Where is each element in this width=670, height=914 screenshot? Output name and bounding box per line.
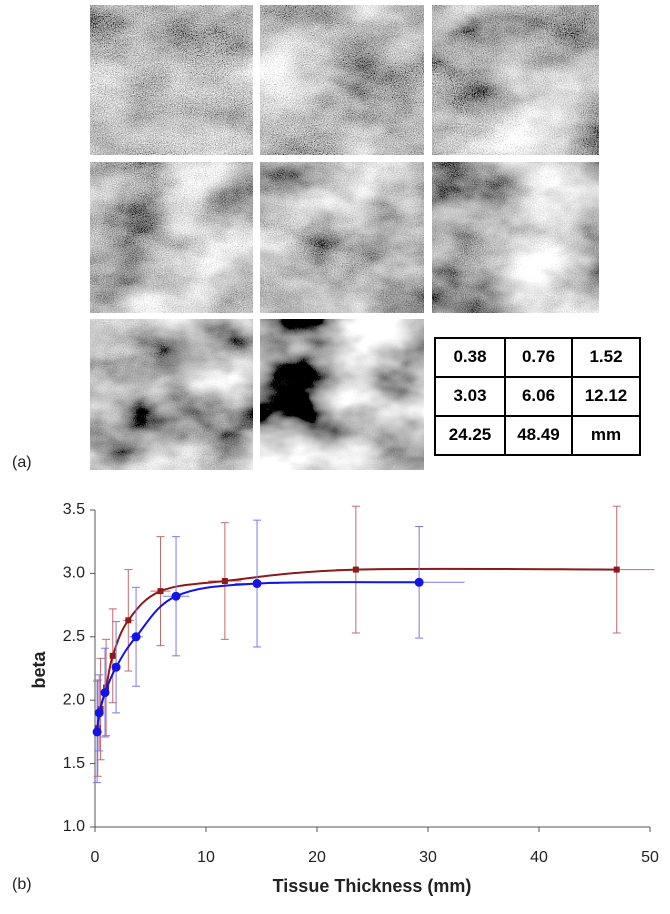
image-tile (90, 5, 253, 155)
image-tile (260, 5, 424, 155)
image-tile (90, 319, 253, 470)
table-cell: 6.06 (522, 386, 555, 405)
data-point (131, 632, 141, 642)
x-tick-label: 30 (419, 849, 437, 866)
data-point (352, 566, 359, 573)
table-cell: 48.49 (517, 425, 560, 444)
image-tile (90, 162, 253, 313)
table-cell: 12.12 (585, 386, 628, 405)
y-tick-label: 3.5 (63, 501, 85, 518)
x-tick-label: 40 (530, 849, 548, 866)
table-cell: 1.52 (589, 347, 622, 366)
series-line (96, 581, 420, 733)
data-point (94, 708, 104, 718)
data-point (100, 688, 110, 698)
data-point (252, 579, 262, 589)
thickness-table: 0.38 0.76 1.52 3.03 6.06 12.12 24.25 48.49 mm (434, 337, 641, 456)
y-tick-label: 2.5 (63, 628, 85, 645)
data-point (111, 662, 121, 672)
table-cell: 0.76 (522, 347, 555, 366)
table-cell: 24.25 (449, 425, 492, 444)
data-point (414, 577, 424, 587)
y-tick-label: 2.0 (63, 691, 85, 708)
y-tick-label: 1.5 (63, 755, 85, 772)
table-border (434, 337, 641, 456)
data-point (125, 617, 132, 624)
image-tile (432, 5, 599, 155)
table-cell: mm (591, 425, 621, 444)
x-tick-label: 20 (308, 849, 326, 866)
image-tile (260, 319, 424, 470)
y-tick-label: 1.0 (63, 818, 85, 835)
data-point (613, 566, 620, 573)
table-cell: 3.03 (453, 386, 486, 405)
data-point (171, 591, 181, 601)
panel-label: (b) (12, 876, 32, 893)
y-tick-label: 3.0 (63, 565, 85, 582)
data-point (157, 588, 164, 595)
x-tick-label: 0 (91, 849, 100, 866)
image-tile (432, 162, 599, 313)
image-grid (90, 5, 599, 470)
x-tick-label: 10 (197, 849, 215, 866)
image-tile (260, 162, 424, 313)
data-point (109, 652, 116, 659)
x-axis-label: Tissue Thickness (mm) (273, 876, 472, 896)
data-point (221, 578, 228, 585)
table-cell: 0.38 (453, 347, 486, 366)
y-axis-label: beta (29, 651, 49, 689)
panel-label: (a) (12, 454, 32, 471)
data-point (92, 727, 102, 737)
x-tick-label: 50 (641, 849, 659, 866)
